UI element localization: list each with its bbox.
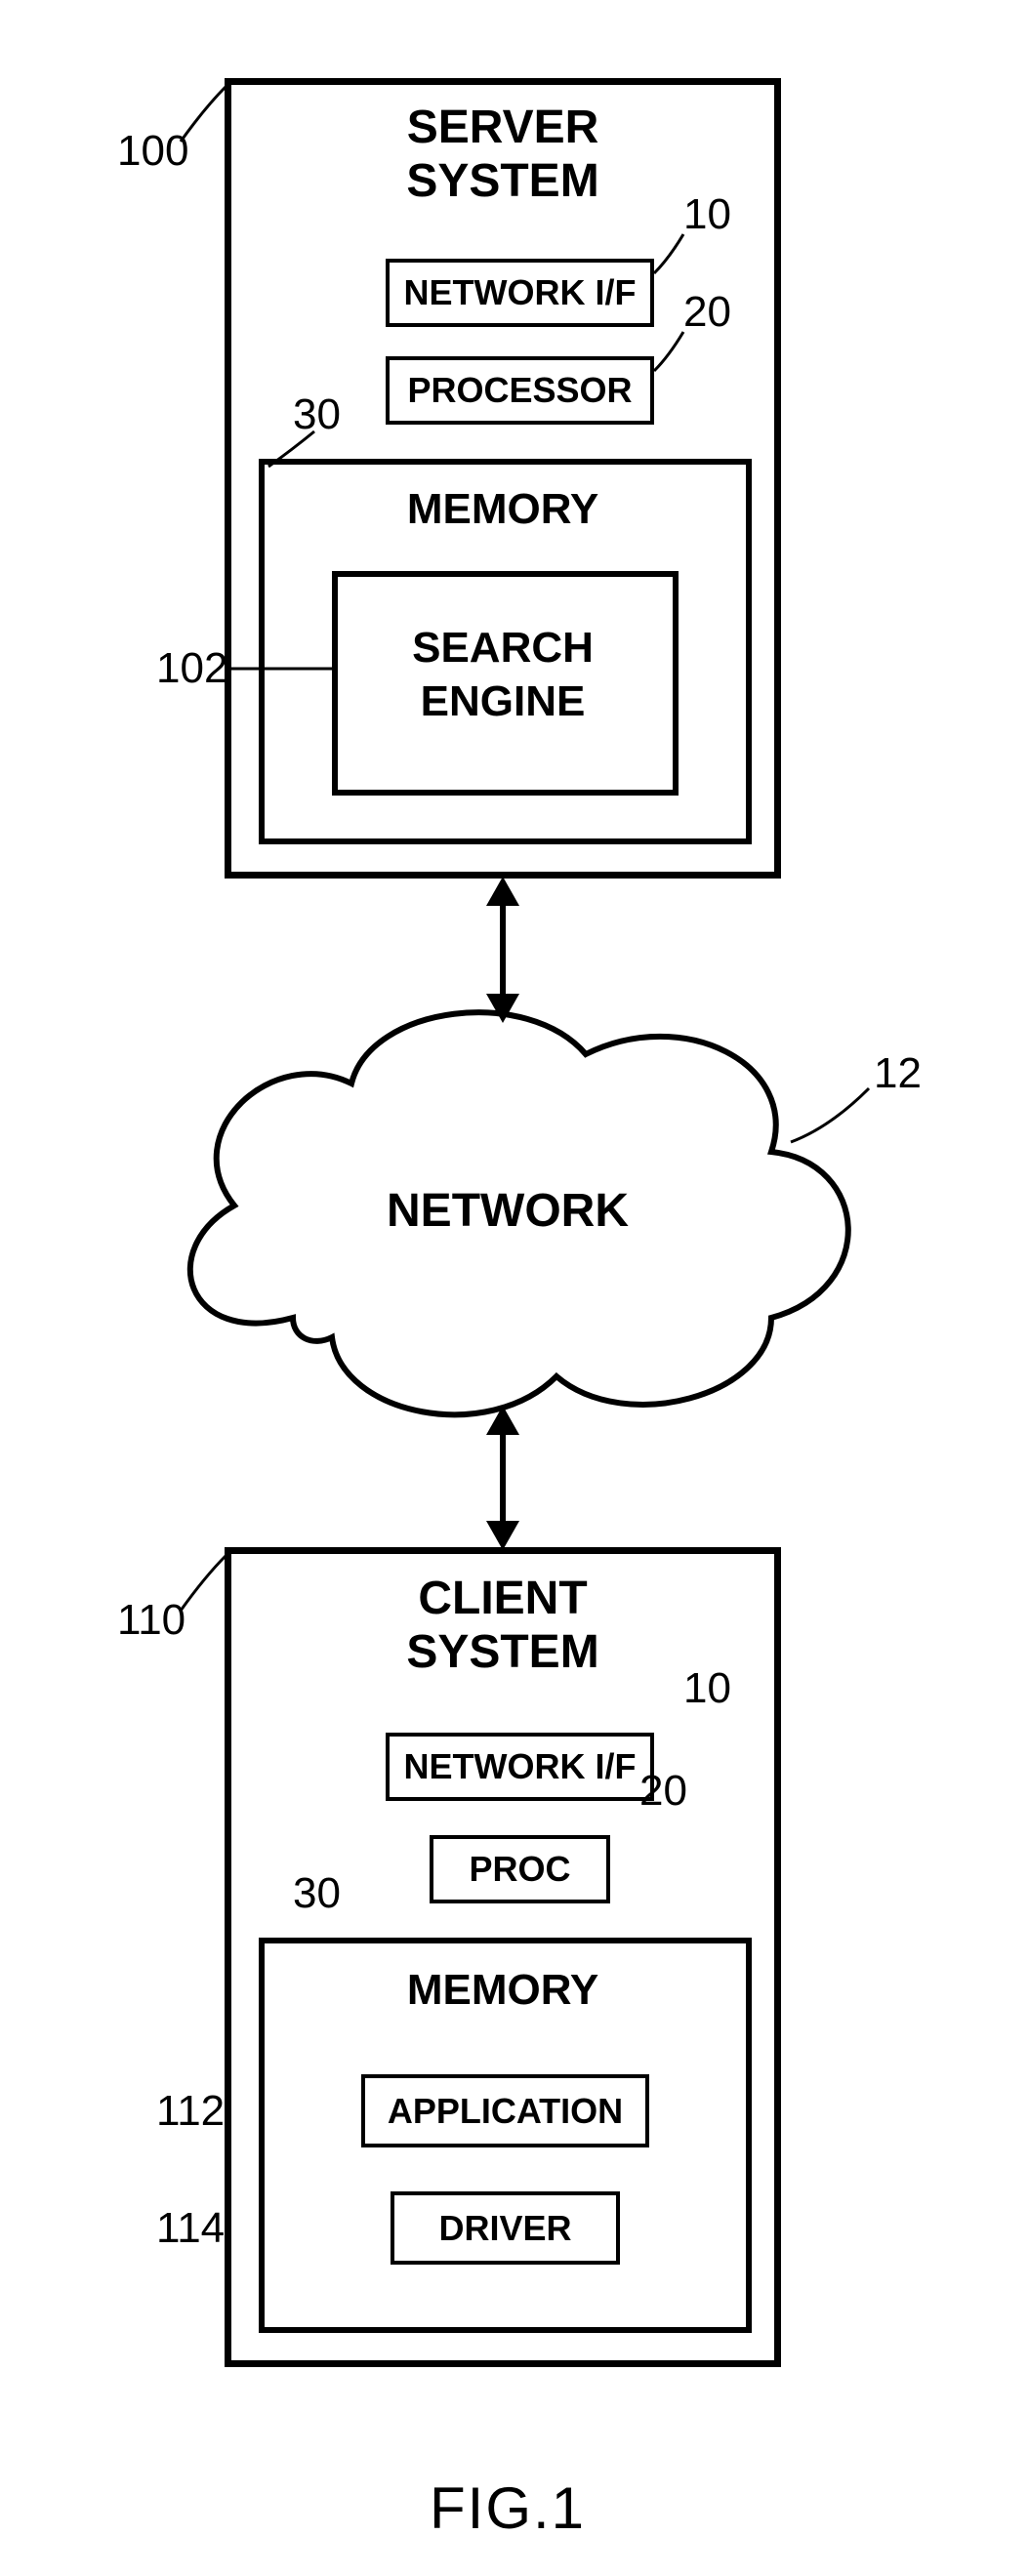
server-processor-label: PROCESSOR	[407, 370, 632, 411]
ref-server-20: 20	[683, 288, 731, 337]
client-proc-box: PROC	[430, 1835, 610, 1903]
server-title-line1: SERVER	[371, 102, 635, 154]
diagram-canvas: SERVER SYSTEM NETWORK I/F PROCESSOR MEMO…	[0, 0, 1029, 2576]
driver-box: DRIVER	[391, 2191, 620, 2265]
search-engine-line2: ENGINE	[371, 678, 635, 725]
server-memory-label: MEMORY	[371, 486, 635, 533]
ref-server-10: 10	[683, 190, 731, 239]
ref-100: 100	[117, 127, 188, 176]
ref-12: 12	[874, 1049, 922, 1098]
ref-client-20: 20	[639, 1767, 687, 1816]
figure-caption: FIG.1	[430, 2474, 586, 2542]
driver-label: DRIVER	[438, 2208, 571, 2249]
server-network-if-box: NETWORK I/F	[386, 259, 654, 327]
search-engine-line1: SEARCH	[371, 625, 635, 672]
client-network-if-box: NETWORK I/F	[386, 1733, 654, 1801]
client-network-if-label: NETWORK I/F	[404, 1746, 637, 1787]
ref-server-30: 30	[293, 390, 341, 439]
server-title-line2: SYSTEM	[371, 156, 635, 208]
server-network-if-label: NETWORK I/F	[404, 272, 637, 313]
client-proc-label: PROC	[469, 1849, 570, 1890]
ref-112: 112	[156, 2087, 225, 2136]
ref-110: 110	[117, 1596, 185, 1645]
ref-102: 102	[156, 644, 227, 693]
application-label: APPLICATION	[388, 2091, 623, 2132]
ref-client-30: 30	[293, 1869, 341, 1918]
client-title-line2: SYSTEM	[371, 1627, 635, 1679]
ref-114: 114	[156, 2204, 225, 2253]
client-memory-label: MEMORY	[371, 1967, 635, 2014]
client-title-line1: CLIENT	[371, 1574, 635, 1625]
server-processor-box: PROCESSOR	[386, 356, 654, 425]
ref-client-10: 10	[683, 1664, 731, 1713]
application-box: APPLICATION	[361, 2074, 649, 2147]
network-label: NETWORK	[371, 1186, 644, 1238]
